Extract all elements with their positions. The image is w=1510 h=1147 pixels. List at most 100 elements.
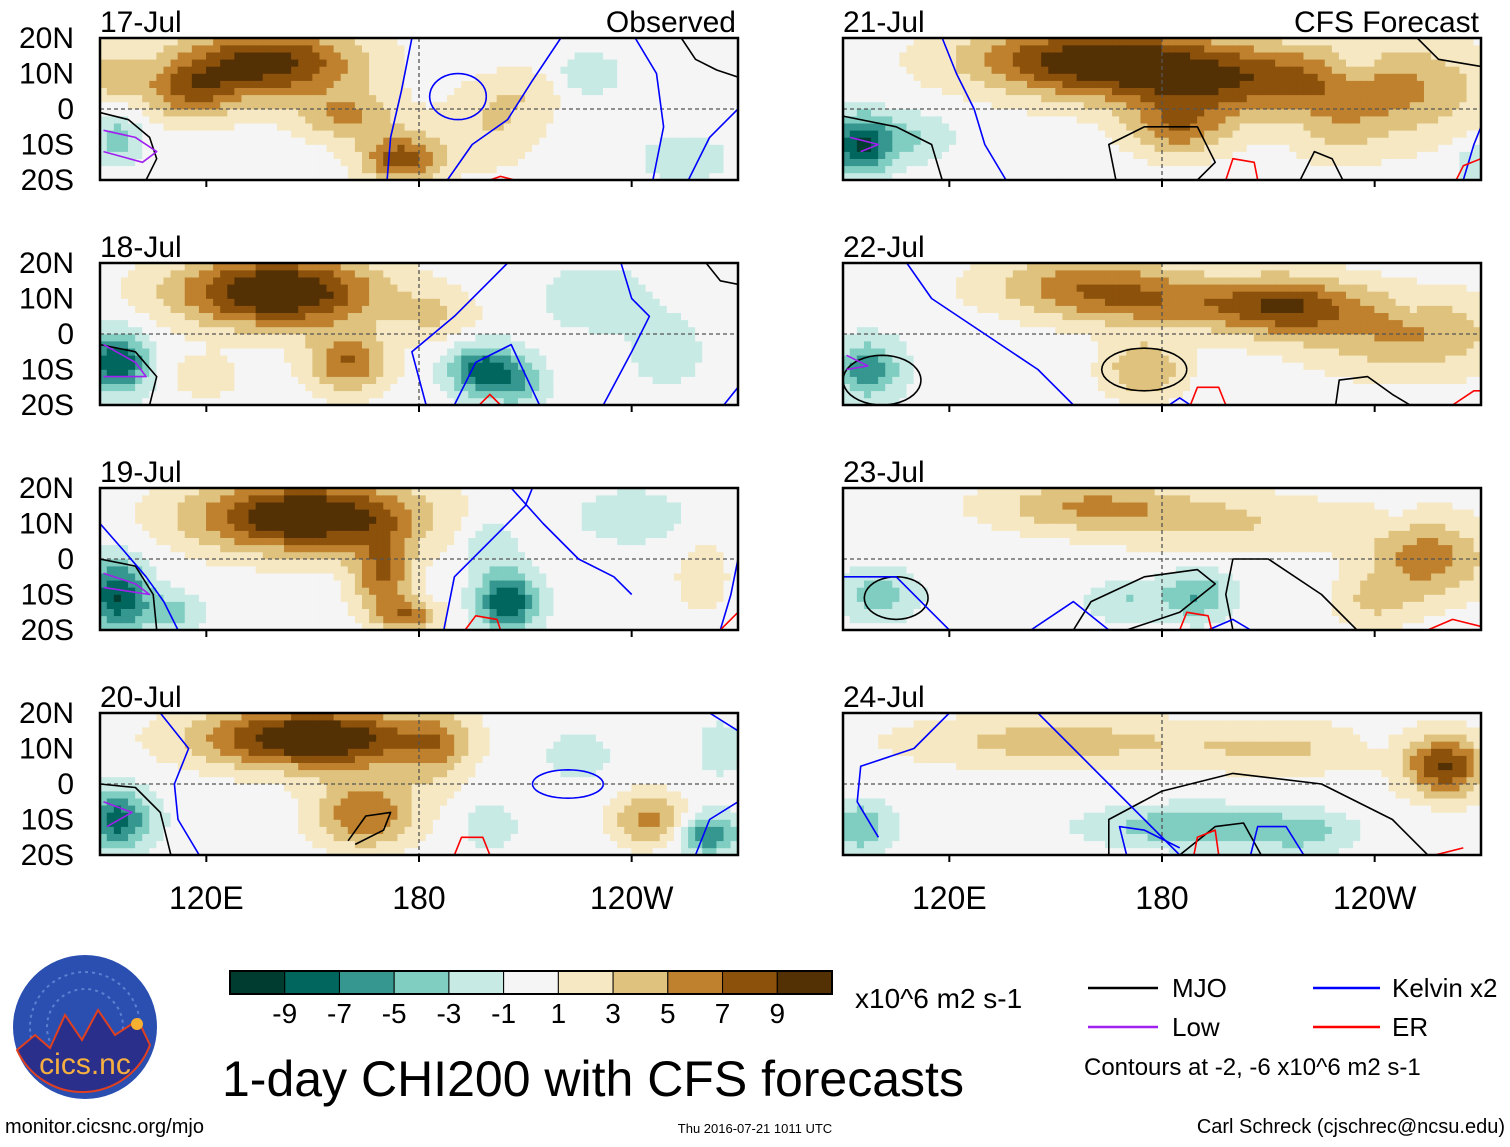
field-cell — [355, 52, 363, 60]
field-cell — [107, 312, 115, 320]
field-cell — [291, 376, 299, 384]
field-cell — [575, 95, 583, 103]
field-cell — [553, 73, 561, 81]
field-cell — [454, 509, 462, 517]
field-cell — [249, 369, 257, 377]
field-cell — [327, 594, 335, 602]
field-cell — [199, 284, 207, 292]
field-cell — [206, 312, 214, 320]
field-cell — [440, 52, 448, 60]
field-cell — [504, 545, 512, 553]
field-cell — [539, 573, 547, 581]
field-cell — [518, 616, 526, 624]
field-cell — [227, 369, 235, 377]
field-cell — [121, 298, 129, 306]
field-cell — [568, 594, 576, 602]
field-cell — [475, 59, 483, 67]
field-cell — [355, 391, 363, 399]
field-cell — [142, 312, 150, 320]
field-cell — [114, 270, 122, 278]
field-cell — [475, 52, 483, 60]
field-cell — [192, 73, 200, 81]
field-cell — [149, 552, 157, 560]
field-cell — [171, 291, 179, 299]
field-cell — [206, 158, 214, 166]
field-cell — [454, 284, 462, 292]
field-cell — [383, 327, 391, 335]
field-cell — [568, 130, 576, 138]
field-cell — [560, 502, 568, 510]
field-cell — [412, 383, 420, 391]
field-cell — [383, 530, 391, 538]
field-cell — [532, 502, 540, 510]
field-cell — [227, 158, 235, 166]
field-cell — [362, 523, 370, 531]
field-cell — [334, 52, 342, 60]
field-cell — [121, 45, 129, 53]
field-cell — [234, 312, 242, 320]
field-cell — [171, 87, 179, 95]
field-cell — [397, 348, 405, 356]
field-cell — [603, 130, 611, 138]
field-cell — [355, 291, 363, 299]
field-cell — [284, 573, 292, 581]
field-cell — [631, 95, 639, 103]
field-cell — [560, 166, 568, 174]
field-cell — [185, 495, 193, 503]
field-cell — [688, 109, 696, 117]
field-cell — [362, 102, 370, 110]
field-cell — [483, 509, 491, 517]
field-cell — [149, 502, 157, 510]
field-cell — [716, 341, 724, 349]
field-cell — [653, 59, 661, 67]
field-cell — [362, 130, 370, 138]
field-cell — [724, 59, 732, 67]
field-cell — [631, 355, 639, 363]
field-cell — [376, 573, 384, 581]
field-cell — [263, 102, 271, 110]
field-cell — [447, 362, 455, 370]
field-cell — [383, 502, 391, 510]
field-cell — [589, 52, 597, 60]
field-cell — [355, 102, 363, 110]
field-cell — [114, 376, 122, 384]
field-cell — [419, 566, 427, 574]
field-cell — [575, 580, 583, 588]
field-cell — [199, 158, 207, 166]
field-cell — [433, 502, 441, 510]
field-cell — [483, 516, 491, 524]
field-cell — [504, 130, 512, 138]
field-cell — [312, 109, 320, 117]
field-cell — [199, 594, 207, 602]
field-cell — [553, 545, 561, 553]
field-cell — [185, 601, 193, 609]
field-cell — [397, 298, 405, 306]
field-cell — [511, 123, 519, 131]
field-cell — [426, 566, 434, 574]
field-cell — [128, 383, 136, 391]
field-cell — [681, 270, 689, 278]
field-cell — [213, 391, 221, 399]
field-cell — [610, 109, 618, 117]
field-cell — [114, 73, 122, 81]
field-cell — [376, 270, 384, 278]
field-cell — [412, 495, 420, 503]
field-cell — [171, 495, 179, 503]
field-cell — [312, 277, 320, 285]
field-cell — [121, 537, 129, 545]
field-cell — [156, 334, 164, 342]
field-cell — [355, 130, 363, 138]
field-cell — [291, 158, 299, 166]
field-cell — [142, 334, 150, 342]
field-cell — [128, 566, 136, 574]
field-cell — [164, 559, 172, 567]
field-cell — [327, 523, 335, 531]
field-cell — [624, 298, 632, 306]
field-cell — [128, 312, 136, 320]
field-cell — [234, 305, 242, 313]
field-cell — [511, 284, 519, 292]
field-cell — [121, 383, 129, 391]
field-cell — [483, 362, 491, 370]
field-cell — [277, 594, 285, 602]
field-cell — [603, 166, 611, 174]
